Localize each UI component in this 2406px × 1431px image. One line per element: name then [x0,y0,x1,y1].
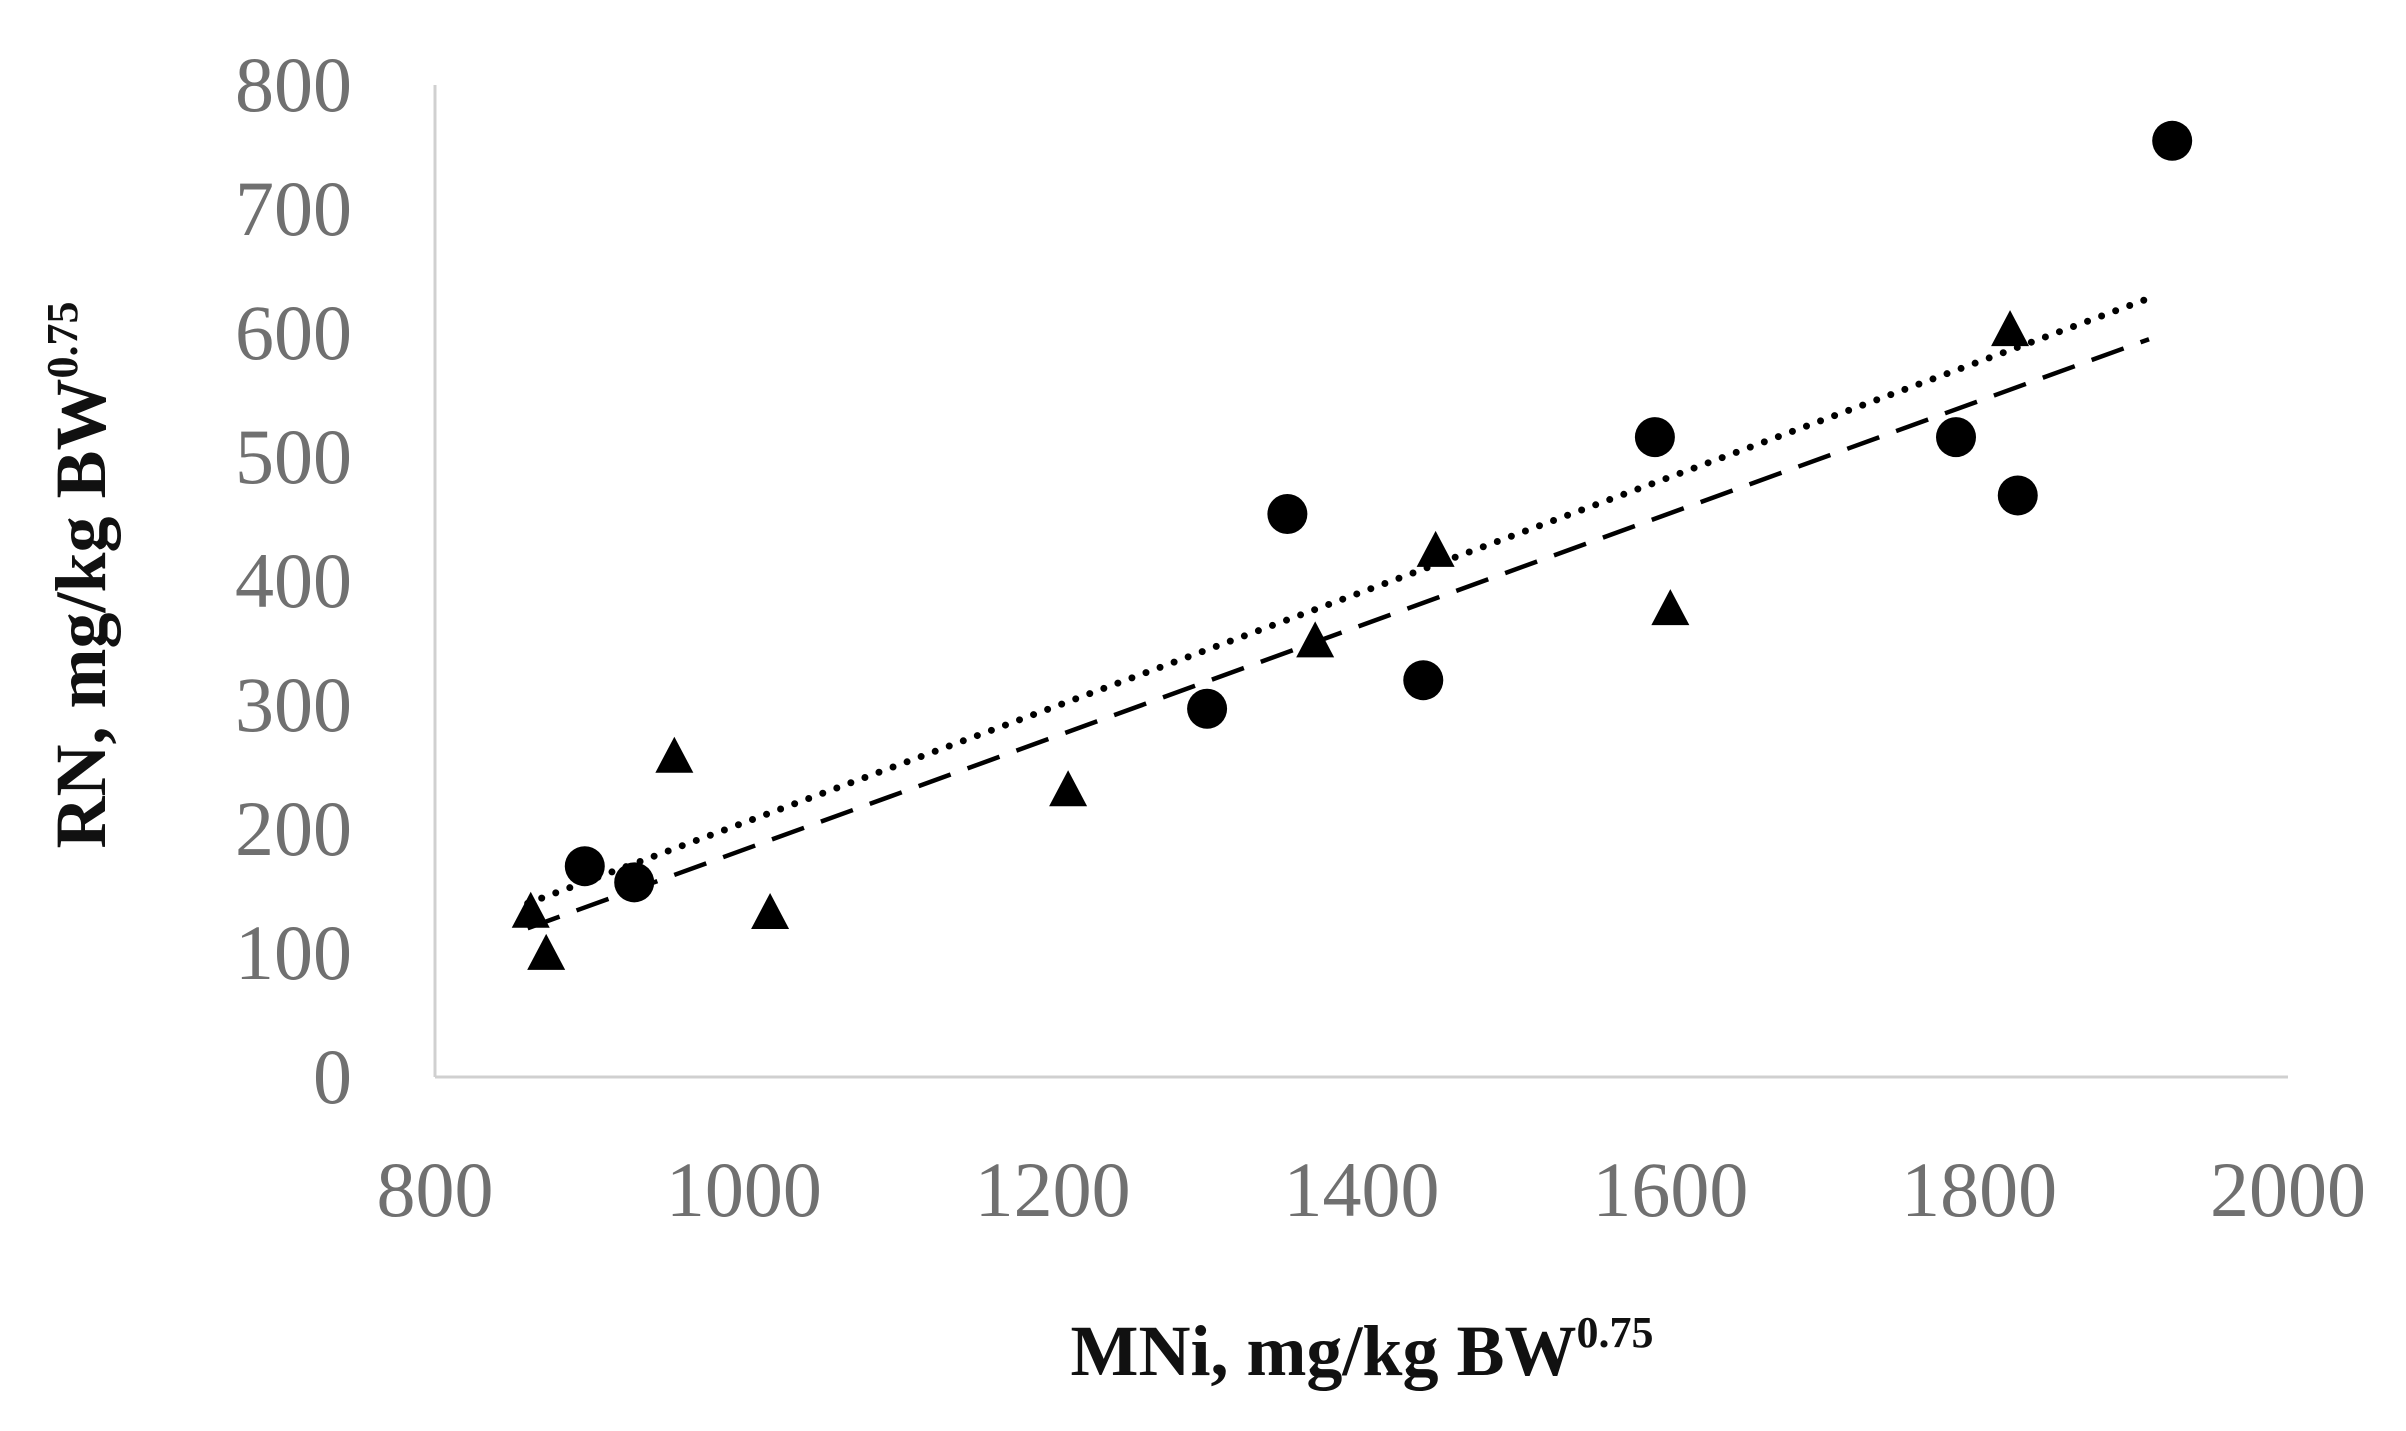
y-axis-title: RN, mg/kg BW0.75 [38,301,121,848]
data-point-circle [1936,417,1977,458]
y-tick-label: 0 [313,1033,352,1120]
data-point-triangle [1416,530,1455,567]
data-point-triangle [1991,310,2030,347]
y-tick-label: 600 [235,289,352,376]
y-tick-label: 700 [235,165,352,252]
data-point-triangle [1296,621,1335,658]
data-point-circle [564,846,605,887]
data-point-circle [2152,120,2193,161]
data-point-triangle [1651,589,1690,626]
y-tick-label: 100 [235,909,352,996]
data-point-triangle [527,933,566,970]
data-point-triangle [751,892,790,929]
y-tick-label: 500 [235,413,352,500]
y-axis-title-superscript: 0.75 [38,301,87,378]
data-point-circle [1187,688,1228,729]
trendline-dotted [524,294,2153,907]
data-point-circle [1997,475,2038,516]
x-tick-label: 2000 [2210,1146,2366,1233]
x-axis-title: MNi, mg/kg BW0.75 [1070,1308,1653,1391]
x-tick-label: 1600 [1592,1146,1748,1233]
trendline-dashed [526,337,2150,931]
x-tick-label: 800 [377,1146,494,1233]
x-tick-label: 1400 [1284,1146,1440,1233]
data-point-triangle [1049,770,1088,807]
y-axis-title-text: RN, mg/kg BW [41,378,121,848]
data-point-circle [1403,660,1444,701]
trendlines [524,294,2153,931]
x-axis-title-text: MNi, mg/kg BW [1070,1311,1576,1391]
x-tick-labels: 800 1000 1200 1400 1600 1800 2000 [377,1146,2367,1233]
y-tick-label: 300 [235,661,352,748]
data-point-circle [1634,417,1675,458]
y-tick-labels: 0 100 200 300 400 500 600 700 800 [235,41,352,1120]
y-tick-label: 800 [235,41,352,128]
x-tick-label: 1200 [975,1146,1131,1233]
y-tick-label: 400 [235,537,352,624]
x-axis-title-superscript: 0.75 [1577,1308,1654,1357]
data-markers [511,120,2193,970]
data-point-circle [1267,494,1308,535]
x-tick-label: 1800 [1901,1146,2057,1233]
data-point-circle [614,862,655,903]
data-point-triangle [655,736,694,773]
x-tick-label: 1000 [666,1146,822,1233]
y-tick-label: 200 [235,785,352,872]
data-point-triangle [511,891,550,928]
